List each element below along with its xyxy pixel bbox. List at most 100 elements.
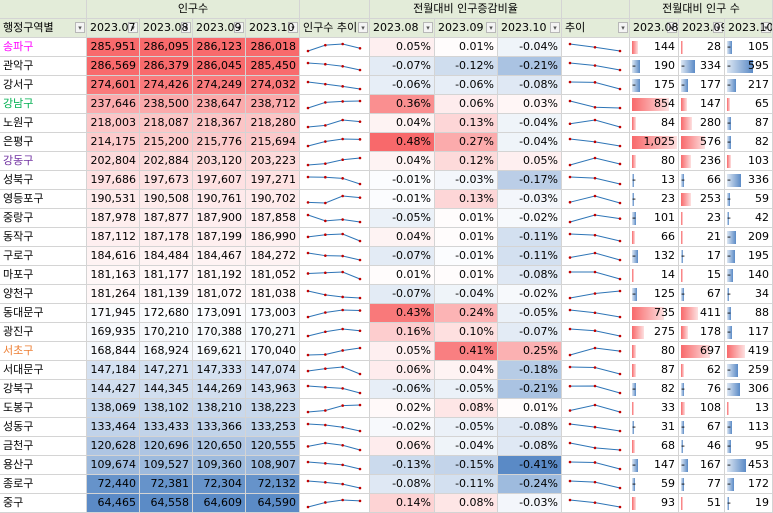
- pop-diff-cell[interactable]: 93: [630, 494, 679, 513]
- population-cell[interactable]: 190,508: [140, 190, 193, 209]
- pop-diff-cell[interactable]: - 453: [725, 456, 773, 475]
- pct-change-cell[interactable]: -0.24%: [498, 475, 562, 494]
- pop-diff-cell[interactable]: 236: [679, 152, 725, 171]
- pop-diff-cell[interactable]: - 336: [725, 171, 773, 190]
- pop-diff-cell[interactable]: - 13: [630, 171, 679, 190]
- population-cell[interactable]: 72,440: [87, 475, 140, 494]
- pop-diff-cell[interactable]: - 34: [725, 285, 773, 304]
- pop-diff-cell[interactable]: 68: [630, 437, 679, 456]
- pop-diff-cell[interactable]: - 82: [630, 380, 679, 399]
- pct-change-cell[interactable]: -0.17%: [498, 171, 562, 190]
- pop-diff-cell[interactable]: - 172: [725, 475, 773, 494]
- population-cell[interactable]: 181,177: [140, 266, 193, 285]
- population-cell[interactable]: 138,102: [140, 399, 193, 418]
- population-cell[interactable]: 218,367: [193, 114, 246, 133]
- pct-change-cell[interactable]: 0.01%: [435, 209, 498, 228]
- pop-diff-cell[interactable]: - 147: [630, 456, 679, 475]
- district-name[interactable]: 광진구: [0, 323, 87, 342]
- pct-change-cell[interactable]: -0.18%: [498, 361, 562, 380]
- pct-change-cell[interactable]: -0.03%: [435, 171, 498, 190]
- population-cell[interactable]: 238,500: [140, 95, 193, 114]
- district-name[interactable]: 용산구: [0, 456, 87, 475]
- population-cell[interactable]: 187,112: [87, 228, 140, 247]
- district-name[interactable]: 중랑구: [0, 209, 87, 228]
- pop-diff-cell[interactable]: 87: [630, 361, 679, 380]
- pop-diff-cell[interactable]: - 23: [630, 190, 679, 209]
- population-cell[interactable]: 197,607: [193, 171, 246, 190]
- population-cell[interactable]: 184,467: [193, 247, 246, 266]
- pct-change-cell[interactable]: 0.16%: [370, 323, 435, 342]
- population-cell[interactable]: 171,945: [87, 304, 140, 323]
- pop-diff-cell[interactable]: 108: [679, 399, 725, 418]
- pop-diff-cell[interactable]: - 77: [679, 475, 725, 494]
- district-name[interactable]: 강서구: [0, 76, 87, 95]
- population-cell[interactable]: 215,200: [140, 133, 193, 152]
- pct-change-cell[interactable]: -0.04%: [435, 285, 498, 304]
- pop-diff-cell[interactable]: - 259: [725, 361, 773, 380]
- population-cell[interactable]: 184,616: [87, 247, 140, 266]
- population-cell[interactable]: 138,069: [87, 399, 140, 418]
- pct-change-cell[interactable]: -0.41%: [498, 456, 562, 475]
- population-cell[interactable]: 181,163: [87, 266, 140, 285]
- population-cell[interactable]: 286,123: [193, 38, 246, 57]
- pct-change-cell[interactable]: 0.01%: [370, 266, 435, 285]
- pct-change-cell[interactable]: 0.13%: [435, 190, 498, 209]
- population-cell[interactable]: 187,900: [193, 209, 246, 228]
- population-cell[interactable]: 181,139: [140, 285, 193, 304]
- population-cell[interactable]: 218,280: [246, 114, 300, 133]
- district-name[interactable]: 양천구: [0, 285, 87, 304]
- pct-change-cell[interactable]: 0.13%: [435, 114, 498, 133]
- filter-dropdown-icon[interactable]: ▾: [358, 22, 368, 33]
- pct-change-cell[interactable]: -0.01%: [435, 247, 498, 266]
- population-cell[interactable]: 147,184: [87, 361, 140, 380]
- pop-diff-cell[interactable]: 1,025: [630, 133, 679, 152]
- population-cell[interactable]: 147,074: [246, 361, 300, 380]
- pop-diff-cell[interactable]: - 66: [679, 171, 725, 190]
- population-cell[interactable]: 138,210: [193, 399, 246, 418]
- pct-change-cell[interactable]: -0.07%: [498, 323, 562, 342]
- pop-diff-cell[interactable]: - 217: [725, 76, 773, 95]
- pct-change-cell[interactable]: -0.06%: [370, 380, 435, 399]
- pct-change-cell[interactable]: -0.11%: [498, 228, 562, 247]
- pct-change-cell[interactable]: -0.02%: [498, 209, 562, 228]
- population-cell[interactable]: 187,199: [193, 228, 246, 247]
- population-cell[interactable]: 168,924: [140, 342, 193, 361]
- pct-change-cell[interactable]: 0.41%: [435, 342, 498, 361]
- pct-change-cell[interactable]: -0.06%: [370, 76, 435, 95]
- population-cell[interactable]: 214,175: [87, 133, 140, 152]
- header-month[interactable]: 2023.08 ▾: [630, 19, 679, 38]
- population-cell[interactable]: 109,360: [193, 456, 246, 475]
- header-month[interactable]: 2023.10 ▾: [246, 19, 300, 38]
- header-month[interactable]: 2023.08 ▾: [370, 19, 435, 38]
- pop-diff-cell[interactable]: - 67: [679, 285, 725, 304]
- population-cell[interactable]: 170,210: [140, 323, 193, 342]
- pop-diff-cell[interactable]: - 595: [725, 57, 773, 76]
- population-cell[interactable]: 120,696: [140, 437, 193, 456]
- population-cell[interactable]: 274,601: [87, 76, 140, 95]
- pct-change-cell[interactable]: 0.05%: [370, 342, 435, 361]
- pop-diff-cell[interactable]: 178: [679, 323, 725, 342]
- population-cell[interactable]: 218,003: [87, 114, 140, 133]
- pop-diff-cell[interactable]: - 140: [725, 266, 773, 285]
- filter-dropdown-icon[interactable]: ▾: [234, 22, 244, 33]
- pop-diff-cell[interactable]: 103: [725, 152, 773, 171]
- header-trend[interactable]: 인구수 추이 ▾: [300, 19, 370, 38]
- pct-change-cell[interactable]: 0.04%: [370, 152, 435, 171]
- pct-change-cell[interactable]: -0.12%: [435, 57, 498, 76]
- pop-diff-cell[interactable]: - 195: [725, 247, 773, 266]
- pop-diff-cell[interactable]: 23: [679, 209, 725, 228]
- population-cell[interactable]: 170,271: [246, 323, 300, 342]
- population-cell[interactable]: 202,804: [87, 152, 140, 171]
- pop-diff-cell[interactable]: - 95: [725, 437, 773, 456]
- pct-change-cell[interactable]: -0.11%: [498, 247, 562, 266]
- population-cell[interactable]: 181,052: [246, 266, 300, 285]
- pop-diff-cell[interactable]: - 59: [725, 190, 773, 209]
- header-month[interactable]: 2023.10 ▾: [725, 19, 773, 38]
- population-cell[interactable]: 197,673: [140, 171, 193, 190]
- pop-diff-cell[interactable]: - 105: [725, 38, 773, 57]
- pct-change-cell[interactable]: 0.06%: [370, 361, 435, 380]
- pct-change-cell[interactable]: 0.10%: [435, 323, 498, 342]
- district-name[interactable]: 마포구: [0, 266, 87, 285]
- district-name[interactable]: 영등포구: [0, 190, 87, 209]
- population-cell[interactable]: 72,304: [193, 475, 246, 494]
